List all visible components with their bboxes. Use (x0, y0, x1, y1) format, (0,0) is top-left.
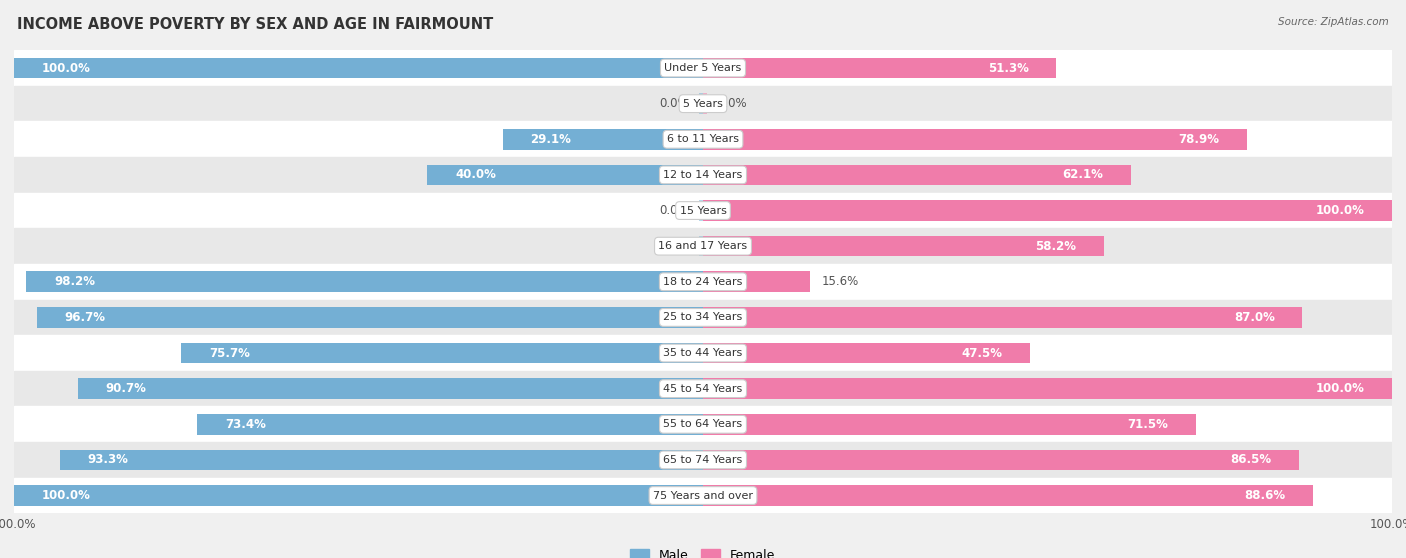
Bar (14, 478, 1392, 513)
Bar (699, 93, 703, 114)
Bar (703, 378, 1392, 399)
Bar (703, 200, 1392, 221)
Bar (703, 414, 1195, 435)
Bar (703, 271, 810, 292)
Text: 90.7%: 90.7% (105, 382, 146, 395)
Bar (79, 378, 703, 399)
Text: 98.2%: 98.2% (53, 275, 96, 288)
Text: INCOME ABOVE POVERTY BY SEX AND AGE IN FAIRMOUNT: INCOME ABOVE POVERTY BY SEX AND AGE IN F… (17, 17, 494, 32)
Bar (14, 335, 1392, 371)
Text: 100.0%: 100.0% (1316, 204, 1364, 217)
Text: 40.0%: 40.0% (456, 169, 496, 181)
Bar (37, 307, 703, 328)
Bar (14, 485, 703, 506)
Bar (699, 236, 703, 257)
Text: 0.0%: 0.0% (659, 204, 689, 217)
Bar (14, 300, 1392, 335)
Text: 65 to 74 Years: 65 to 74 Years (664, 455, 742, 465)
Text: 78.9%: 78.9% (1178, 133, 1219, 146)
Text: 96.7%: 96.7% (65, 311, 105, 324)
Text: 100.0%: 100.0% (1316, 382, 1364, 395)
Text: 88.6%: 88.6% (1244, 489, 1286, 502)
Bar (502, 129, 703, 150)
Text: 15 Years: 15 Years (679, 205, 727, 215)
Text: 0.0%: 0.0% (659, 97, 689, 110)
Bar (703, 93, 707, 114)
Bar (27, 271, 703, 292)
Text: 93.3%: 93.3% (87, 454, 129, 466)
Text: 15.6%: 15.6% (821, 275, 859, 288)
Text: 18 to 24 Years: 18 to 24 Years (664, 277, 742, 287)
Text: 35 to 44 Years: 35 to 44 Years (664, 348, 742, 358)
Text: 71.5%: 71.5% (1128, 418, 1168, 431)
Bar (14, 50, 1392, 86)
Bar (60, 450, 703, 470)
Text: 73.4%: 73.4% (225, 418, 266, 431)
Text: 100.0%: 100.0% (42, 489, 90, 502)
Bar (197, 414, 703, 435)
Bar (699, 200, 703, 221)
Text: 16 and 17 Years: 16 and 17 Years (658, 241, 748, 251)
Bar (427, 165, 703, 185)
Bar (14, 406, 1392, 442)
Bar (703, 57, 1056, 78)
Bar (14, 228, 1392, 264)
Text: 100.0%: 100.0% (42, 61, 90, 75)
Text: Source: ZipAtlas.com: Source: ZipAtlas.com (1278, 17, 1389, 27)
Bar (14, 86, 1392, 122)
Text: 6 to 11 Years: 6 to 11 Years (666, 134, 740, 145)
Bar (703, 343, 1031, 363)
Text: 86.5%: 86.5% (1230, 454, 1271, 466)
Bar (703, 129, 1247, 150)
Text: 0.0%: 0.0% (717, 97, 747, 110)
Text: 75 Years and over: 75 Years and over (652, 490, 754, 501)
Bar (14, 122, 1392, 157)
Text: 29.1%: 29.1% (530, 133, 571, 146)
Text: 55 to 64 Years: 55 to 64 Years (664, 419, 742, 429)
Bar (703, 307, 1302, 328)
Bar (703, 165, 1130, 185)
Text: 51.3%: 51.3% (988, 61, 1029, 75)
Bar (181, 343, 703, 363)
Bar (703, 450, 1299, 470)
Bar (14, 371, 1392, 406)
Text: 87.0%: 87.0% (1234, 311, 1275, 324)
Bar (14, 264, 1392, 300)
Legend: Male, Female: Male, Female (626, 544, 780, 558)
Text: 47.5%: 47.5% (962, 347, 1002, 359)
Bar (14, 442, 1392, 478)
Text: 0.0%: 0.0% (659, 240, 689, 253)
Bar (703, 236, 1104, 257)
Bar (14, 157, 1392, 193)
Text: 25 to 34 Years: 25 to 34 Years (664, 312, 742, 323)
Text: 62.1%: 62.1% (1063, 169, 1104, 181)
Text: 58.2%: 58.2% (1035, 240, 1077, 253)
Text: Under 5 Years: Under 5 Years (665, 63, 741, 73)
Bar (703, 485, 1313, 506)
Text: 45 to 54 Years: 45 to 54 Years (664, 384, 742, 393)
Text: 75.7%: 75.7% (209, 347, 250, 359)
Text: 12 to 14 Years: 12 to 14 Years (664, 170, 742, 180)
Bar (14, 57, 703, 78)
Text: 5 Years: 5 Years (683, 99, 723, 109)
Bar (14, 193, 1392, 228)
